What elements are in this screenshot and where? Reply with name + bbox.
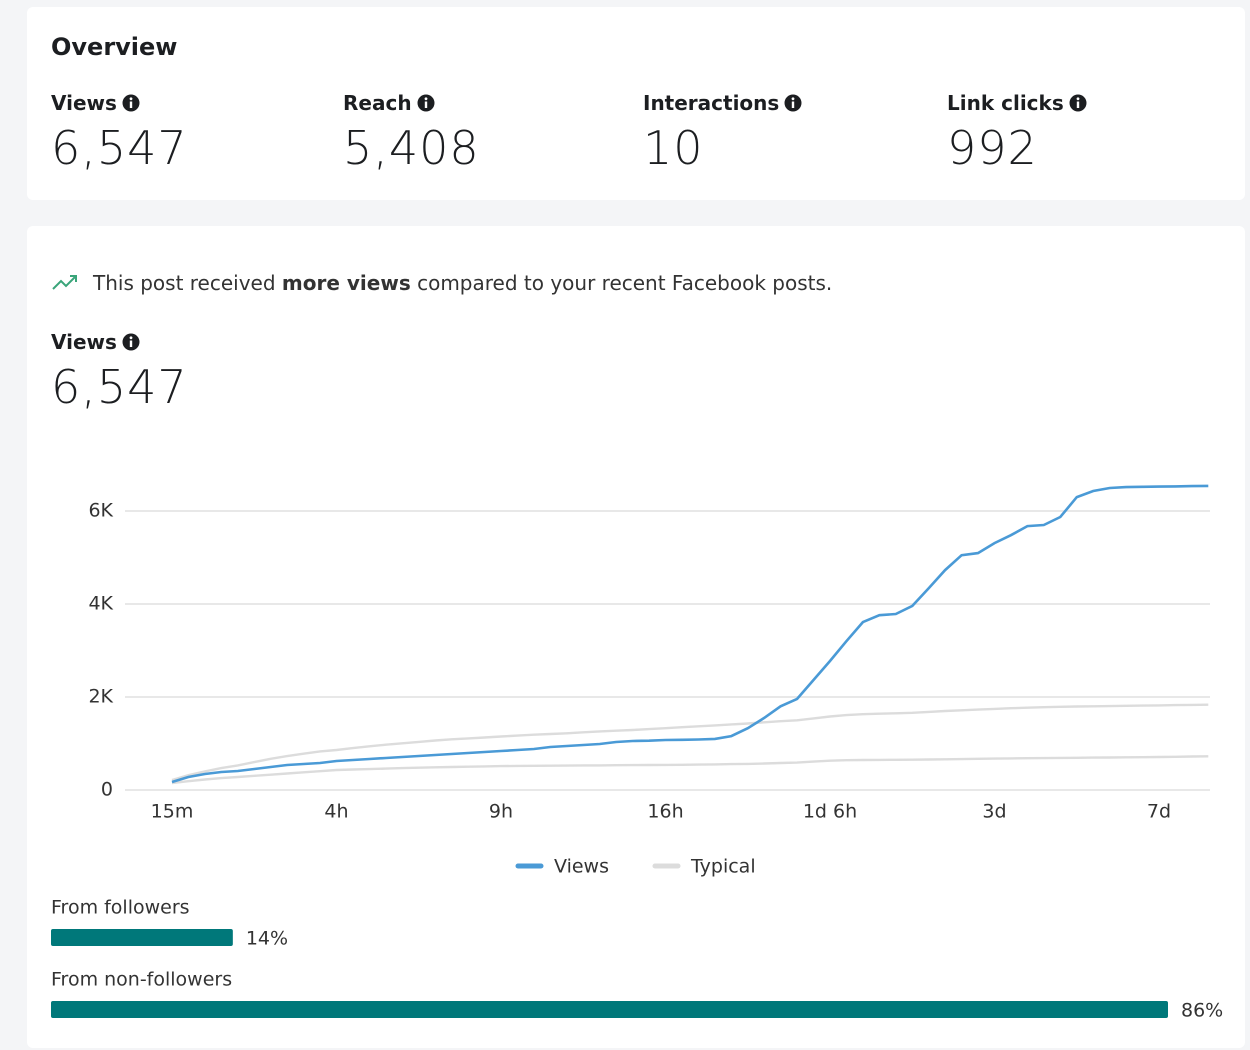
y-tick-label: 4K bbox=[88, 593, 113, 615]
x-tick-label: 9h bbox=[489, 801, 513, 823]
x-tick-label: 3d bbox=[982, 801, 1006, 823]
x-tick-label: 4h bbox=[324, 801, 348, 823]
x-tick-label: 15m bbox=[151, 801, 194, 823]
series-line bbox=[171, 484, 1209, 784]
metric-value: 5,408 bbox=[343, 121, 480, 175]
y-tick-label: 2K bbox=[88, 686, 113, 708]
x-tick-label: 16h bbox=[647, 801, 683, 823]
y-tick-label: 6K bbox=[88, 500, 113, 522]
info-icon[interactable] bbox=[122, 94, 140, 112]
views-label: Views bbox=[51, 330, 117, 354]
metric-label: Reach bbox=[343, 91, 412, 115]
metric: Reach 5,408 bbox=[343, 91, 480, 175]
x-tick-label: 7d bbox=[1147, 801, 1171, 823]
legend-label: Views bbox=[554, 856, 609, 878]
metric-label: Views bbox=[51, 91, 117, 115]
metric-label: Link clicks bbox=[947, 91, 1064, 115]
metric-value: 10 bbox=[643, 121, 704, 175]
metric-value: 992 bbox=[947, 121, 1038, 175]
y-tick-label: 0 bbox=[101, 779, 113, 801]
bar-value-label: 14% bbox=[246, 928, 288, 950]
insight-emphasis: more views bbox=[281, 271, 411, 295]
series-line bbox=[171, 755, 1209, 785]
info-icon[interactable] bbox=[1069, 94, 1087, 112]
metric: Link clicks 992 bbox=[947, 91, 1087, 175]
bar bbox=[51, 929, 233, 946]
views-value: 6,547 bbox=[51, 360, 188, 414]
info-icon[interactable] bbox=[122, 333, 140, 351]
overview-card: Overview Views 6,547 Reach 5,408 Interaction… bbox=[27, 7, 1245, 200]
bar-value-label: 86% bbox=[1181, 1000, 1223, 1022]
insight-after: compared to your recent Facebook posts. bbox=[417, 271, 833, 295]
overview-title: Overview bbox=[51, 33, 178, 61]
info-icon[interactable] bbox=[417, 94, 435, 112]
series-line bbox=[171, 703, 1209, 782]
metric-label: Interactions bbox=[643, 91, 780, 115]
x-tick-label: 1d 6h bbox=[803, 801, 857, 823]
bar-label: From non-followers bbox=[51, 969, 232, 991]
insight: This post received more views compared t… bbox=[51, 271, 832, 295]
metric: Views 6,547 bbox=[51, 91, 188, 175]
legend-label: Typical bbox=[690, 856, 756, 878]
insight-before: This post received bbox=[93, 271, 276, 295]
info-icon[interactable] bbox=[784, 94, 802, 112]
trend-icon bbox=[52, 275, 77, 290]
bar-label: From followers bbox=[51, 897, 190, 919]
metric: Interactions 10 bbox=[643, 91, 802, 175]
insight-text: This post received more views compared t… bbox=[93, 271, 832, 295]
views-card: This post received more views compared t… bbox=[27, 226, 1245, 1048]
bar bbox=[51, 1001, 1168, 1018]
metric-value: 6,547 bbox=[51, 121, 188, 175]
views-summary: Views 6,547 bbox=[51, 330, 188, 414]
